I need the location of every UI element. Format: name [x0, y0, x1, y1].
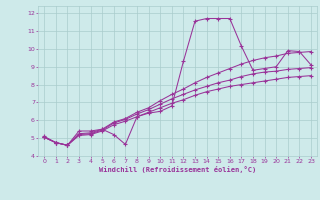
X-axis label: Windchill (Refroidissement éolien,°C): Windchill (Refroidissement éolien,°C): [99, 166, 256, 173]
